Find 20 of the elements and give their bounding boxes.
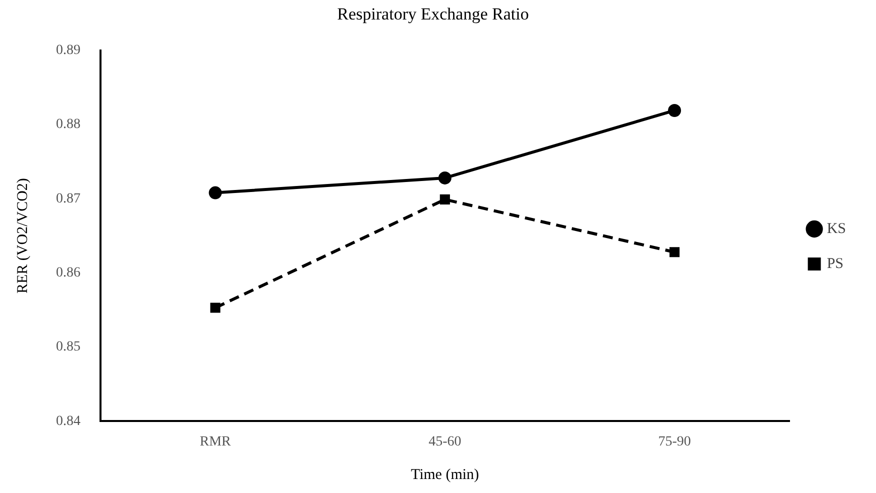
y-tick-label: 0.85: [56, 340, 80, 355]
point: [438, 171, 452, 184]
point: [208, 186, 222, 200]
x-tick-label: RMR: [200, 434, 232, 450]
y-tick-label: 0.89: [56, 43, 80, 58]
y-tick-label: 0.86: [56, 266, 80, 281]
legend-label: KS: [826, 220, 846, 237]
x-axis-title: Time (min): [410, 466, 480, 483]
y-tick-label: 0.88: [56, 117, 80, 132]
x-tick-label: 45-60: [428, 434, 462, 450]
point: [668, 104, 682, 117]
legend-label: PS: [826, 256, 844, 272]
point: [210, 302, 220, 313]
y-tick-label: 0.84: [56, 414, 80, 429]
y-axis-title: RER (VO2/VCO2): [14, 178, 31, 294]
chart-title: Respiratory Exchange Ratio: [337, 4, 529, 24]
point: [440, 194, 450, 204]
y-tick-label: 0.87: [56, 191, 80, 206]
point: [669, 247, 680, 258]
x-tick-label: 75-90: [658, 434, 691, 450]
